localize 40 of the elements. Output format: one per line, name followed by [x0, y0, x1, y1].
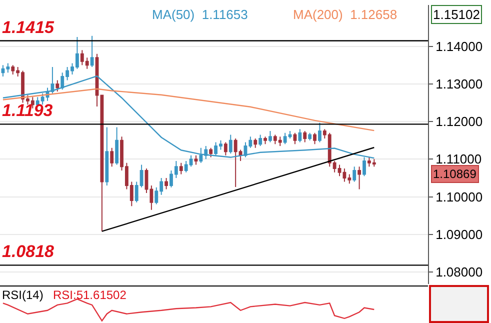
ref-line-label: 1.1415	[2, 18, 55, 37]
candlestick	[254, 138, 258, 148]
candlestick	[105, 126, 109, 186]
candlestick	[352, 166, 356, 182]
candlestick	[308, 132, 312, 141]
candlestick	[115, 126, 119, 166]
candlestick	[90, 35, 94, 68]
candlestick	[164, 177, 168, 190]
candlestick	[258, 134, 262, 146]
chart-title: RSI(14)	[2, 288, 44, 302]
candlestick	[303, 130, 307, 143]
y-tick-label: 1.12000	[436, 114, 483, 130]
y-tick-label: 1.08000	[436, 264, 483, 280]
annotation: RSI:51.61502	[53, 288, 127, 302]
candlestick	[313, 132, 316, 145]
candlestick	[268, 130, 272, 143]
y-tick-label: 1.09000	[436, 226, 483, 242]
line-series	[2, 88, 375, 132]
candlestick	[318, 122, 322, 143]
text: 1.15102	[433, 7, 480, 22]
candlestick	[56, 80, 60, 92]
ref-line-label: 1.0818	[2, 242, 55, 261]
candlestick	[194, 154, 198, 166]
y-tick-label: 1.10000	[436, 189, 483, 204]
ref-line-label: 1.1193	[2, 101, 54, 120]
candlestick	[358, 166, 362, 190]
candlestick	[228, 134, 232, 154]
y-tick-label: 1.11000	[436, 152, 482, 167]
text: MA(50) 1.11653	[152, 7, 248, 22]
text: 1.10869	[433, 167, 477, 181]
candlestick	[293, 132, 297, 145]
candlestick	[209, 147, 213, 158]
candlestick	[298, 128, 302, 143]
candlestick	[179, 162, 183, 175]
y-tick-label: 1.14000	[436, 38, 483, 54]
candlestick	[224, 142, 228, 156]
candlestick	[264, 136, 267, 145]
y-tick-label: 1.13000	[436, 76, 483, 92]
text: MA(200) 1.12658	[293, 7, 398, 22]
candlestick	[110, 147, 114, 168]
